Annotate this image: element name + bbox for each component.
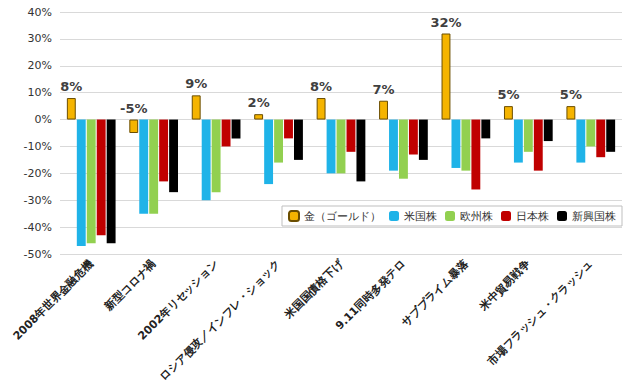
svg-text:新興国株: 新興国株: [572, 210, 616, 223]
svg-text:-50%: -50%: [24, 248, 52, 261]
svg-text:金（ゴールド）: 金（ゴールド）: [304, 210, 381, 223]
svg-text:欧州株: 欧州株: [460, 210, 493, 223]
svg-text:9.11同時多発テロ: 9.11同時多発テロ: [333, 257, 408, 332]
svg-text:2008年世界金融危機: 2008年世界金融危機: [11, 257, 96, 342]
svg-text:8%: 8%: [60, 79, 82, 94]
svg-text:-30%: -30%: [24, 194, 52, 207]
svg-text:7%: 7%: [372, 82, 394, 97]
svg-text:30%: 30%: [28, 32, 52, 45]
svg-text:ロシア侵攻／インフレ・ショック: ロシア侵攻／インフレ・ショック: [157, 257, 283, 383]
svg-text:2%: 2%: [248, 95, 270, 110]
svg-text:米国国債格下げ: 米国国債格下げ: [281, 257, 346, 322]
svg-text:9%: 9%: [185, 76, 207, 91]
svg-text:-40%: -40%: [24, 221, 52, 234]
svg-text:5%: 5%: [497, 87, 519, 102]
svg-text:40%: 40%: [28, 6, 52, 19]
svg-text:-10%: -10%: [24, 140, 52, 153]
svg-text:-5%: -5%: [120, 101, 147, 116]
svg-text:8%: 8%: [310, 79, 332, 94]
svg-text:20%: 20%: [28, 59, 52, 72]
svg-text:日本株: 日本株: [516, 210, 549, 223]
svg-text:米中貿易戦争: 米中貿易戦争: [476, 257, 533, 314]
svg-text:米国株: 米国株: [404, 210, 437, 223]
svg-text:市場フラッシュ・クラッシュ: 市場フラッシュ・クラッシュ: [484, 257, 595, 368]
svg-text:-20%: -20%: [24, 167, 52, 180]
svg-text:新型コロナ禍: 新型コロナ禍: [102, 257, 159, 314]
svg-text:サブプライム暴落: サブプライム暴落: [399, 257, 471, 329]
svg-text:10%: 10%: [28, 86, 52, 99]
svg-text:0%: 0%: [35, 113, 52, 126]
svg-text:32%: 32%: [430, 15, 461, 30]
svg-text:2002年リセッション: 2002年リセッション: [135, 257, 221, 343]
svg-text:5%: 5%: [560, 87, 582, 102]
